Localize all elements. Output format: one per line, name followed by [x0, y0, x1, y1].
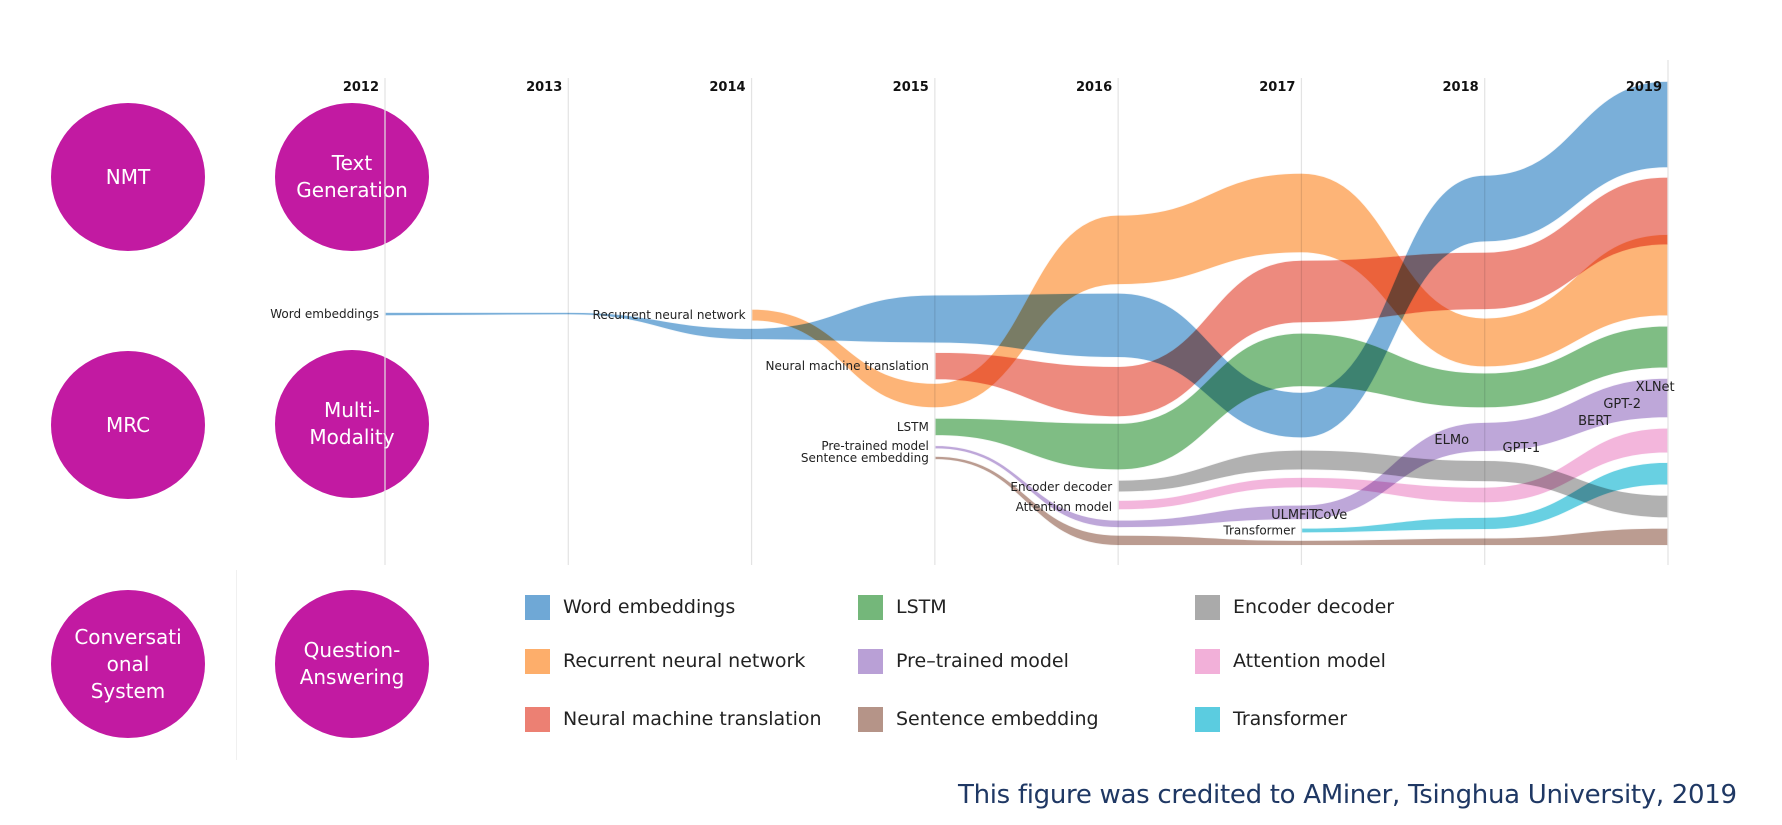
- year-label-2014: 2014: [709, 80, 745, 95]
- legend-item-attention-model: Attention model: [1195, 648, 1386, 674]
- stream-label-neural-machine-translation: Neural machine translation: [766, 359, 929, 373]
- stream-label-attention-model: Attention model: [1016, 500, 1113, 514]
- panel-divider: [236, 570, 237, 760]
- stream-label-recurrent-neural-network: Recurrent neural network: [593, 308, 746, 322]
- topic-mrc: MRC: [51, 351, 205, 499]
- legend-swatch: [525, 706, 550, 732]
- legend-item-encoder-decoder: Encoder decoder: [1195, 594, 1394, 620]
- stream-encoder-decoder: [1117, 449, 1669, 519]
- legend-label: Pre–trained model: [896, 650, 1069, 672]
- annotation-gpt-2: GPT-2: [1603, 397, 1641, 412]
- legend-swatch: [1195, 648, 1220, 674]
- legend-swatch: [1195, 594, 1220, 620]
- stream-sentence-embedding: [934, 455, 1669, 547]
- legend-label: Recurrent neural network: [563, 650, 806, 672]
- legend-swatch: [858, 594, 883, 620]
- legend-item-recurrent-neural-network: Recurrent neural network: [525, 648, 805, 674]
- year-label-2019: 2019: [1626, 80, 1662, 95]
- topic-nmt: NMT: [51, 103, 205, 251]
- annotation-gpt-1: GPT-1: [1503, 441, 1541, 456]
- legend-item-pre-trained-model: Pre–trained model: [858, 648, 1069, 674]
- nlp-model-streamgraph: Word embeddings Recurrent neural network N…: [270, 60, 1675, 565]
- topic-text-generation: Text Generation: [275, 103, 429, 251]
- stream-label-word-embeddings: Word embeddings: [270, 307, 379, 321]
- year-label-2015: 2015: [893, 80, 929, 95]
- stream-label-pre-trained-model: Pre-trained model: [821, 439, 929, 453]
- legend-label: Neural machine translation: [563, 708, 822, 730]
- legend-item-word-embeddings: Word embeddings: [525, 594, 735, 620]
- topic-conversational-system: Conversati onal System: [51, 590, 205, 738]
- year-label-2017: 2017: [1259, 80, 1295, 95]
- year-label-2018: 2018: [1443, 80, 1479, 95]
- legend-swatch: [858, 648, 883, 674]
- stream-series: [384, 80, 1669, 547]
- legend-item-sentence-embedding: Sentence embedding: [858, 706, 1099, 732]
- legend-label: Encoder decoder: [1233, 596, 1395, 618]
- year-label-2016: 2016: [1076, 80, 1112, 95]
- stream-label-sentence-embedding: Sentence embedding: [801, 451, 929, 465]
- stream-label-lstm: LSTM: [897, 420, 929, 434]
- legend-label: Sentence embedding: [896, 708, 1099, 730]
- annotation-elmo: ELMo: [1434, 433, 1469, 448]
- legend-item-lstm: LSTM: [858, 594, 947, 620]
- annotation-bert: BERT: [1578, 414, 1611, 429]
- legend-label: LSTM: [896, 596, 947, 618]
- stream-pre-trained-model: [934, 377, 1669, 529]
- topic-question-answering: Question- Answering: [275, 590, 429, 738]
- legend-item-neural-machine-translation: Neural machine translation: [525, 706, 822, 732]
- legend-swatch: [1195, 706, 1220, 732]
- annotation-xlnet: XLNet: [1636, 380, 1675, 395]
- stream-label-transformer: Transformer: [1222, 523, 1295, 537]
- year-axis-labels: 2012 2013 2014 2015 2016 2017 2018 2019: [343, 80, 1662, 95]
- annotation-cove: CoVe: [1314, 508, 1347, 523]
- year-label-2013: 2013: [526, 80, 562, 95]
- topic-multi-modality: Multi- Modality: [275, 350, 429, 498]
- stream-labels: Word embeddings Recurrent neural network N…: [270, 307, 1295, 537]
- figure-credit: This figure was credited to AMiner, Tsin…: [958, 780, 1737, 810]
- legend-item-transformer: Transformer: [1195, 706, 1347, 732]
- legend-label: Word embeddings: [563, 596, 736, 618]
- legend-label: Attention model: [1233, 650, 1386, 672]
- year-label-2012: 2012: [343, 80, 379, 95]
- legend-label: Transformer: [1233, 708, 1348, 730]
- legend-swatch: [858, 706, 883, 732]
- legend-swatch: [525, 648, 550, 674]
- legend-swatch: [525, 594, 550, 620]
- stream-transformer: [1300, 461, 1669, 534]
- stream-lstm: [934, 325, 1669, 471]
- stream-neural-machine-translation: [934, 176, 1669, 418]
- stream-attention-model: [1117, 427, 1669, 511]
- stream-label-encoder-decoder: Encoder decoder: [1010, 480, 1112, 494]
- annotation-ulmfit: ULMFiT: [1271, 508, 1317, 523]
